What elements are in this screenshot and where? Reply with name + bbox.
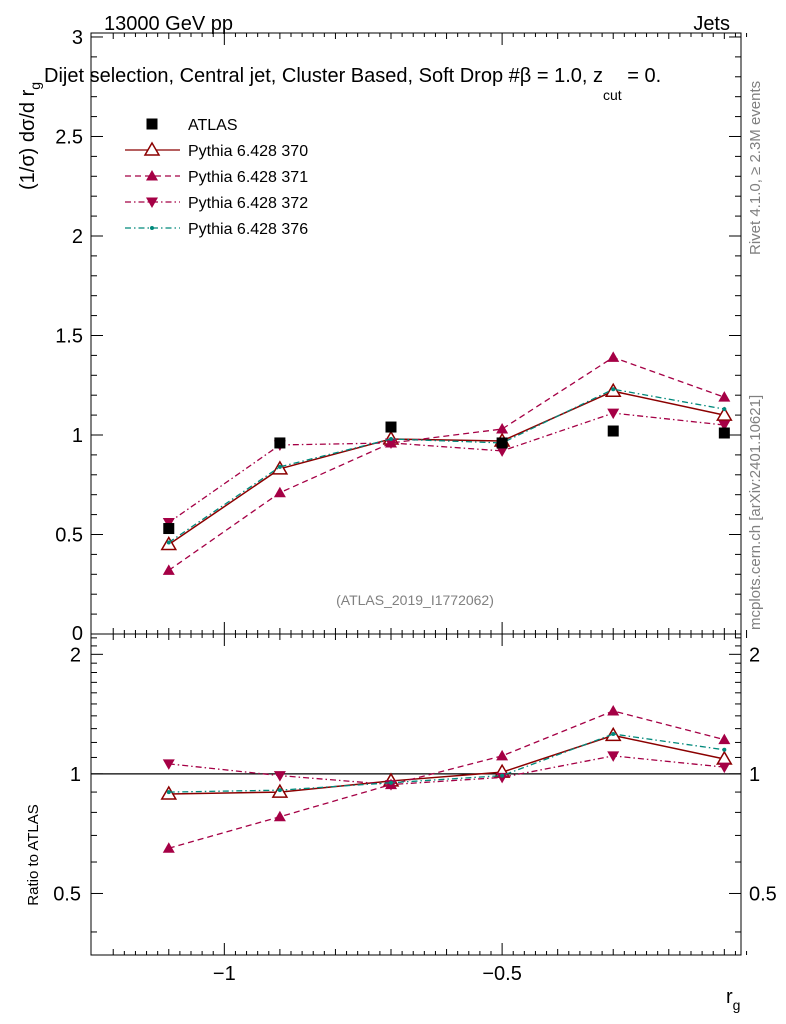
data-point-s376	[277, 788, 282, 793]
data-point-s371	[718, 391, 731, 402]
legend: ATLAS Pythia 6.428 370 Pythia 6.428 371 Pyt…	[125, 117, 308, 238]
analysis-tag: (ATLAS_2019_I1772062)	[336, 592, 494, 608]
y-tick-label: 0.5	[53, 883, 81, 905]
plot-frame	[90, 633, 742, 956]
data-point-s376	[277, 464, 282, 469]
main-ylabel: (1/σ) dσ/d rg	[17, 82, 43, 190]
legend-marker-s372	[146, 197, 158, 208]
series-line-s370	[168, 734, 725, 795]
data-point-s370	[716, 406, 733, 421]
y-tick-label-right: 0.5	[749, 883, 777, 905]
data-point-atlas	[496, 437, 508, 449]
data-point-s372	[718, 762, 731, 774]
xlabel-main: r	[726, 986, 733, 1008]
ratio-ylabel: Ratio to ATLAS	[25, 804, 42, 905]
legend-marker-s376	[150, 226, 154, 230]
data-point-s371	[162, 564, 175, 575]
y-tick-label: 2	[70, 644, 81, 666]
subtitle-sub: cut	[603, 87, 622, 103]
ratio-panel: 0.5 0.5 1 1 2 2 −1 −0.5	[53, 633, 777, 985]
data-point-s372	[718, 420, 731, 432]
data-point-s371	[607, 351, 620, 362]
data-point-s372	[607, 408, 620, 420]
subtitle-tail: = 0.	[622, 65, 661, 87]
data-point-s371	[496, 423, 509, 434]
data-point-s376	[166, 540, 171, 545]
main-panel: 0.5 1 1.5 2 2.5 3 0	[55, 27, 748, 645]
y-tick-label: 0.5	[55, 524, 83, 546]
data-point-atlas	[274, 437, 286, 449]
data-point-s376	[166, 790, 171, 795]
data-point-s376	[389, 780, 393, 785]
side-mcplots-label: mcplots.cern.ch [arXiv:2401.10621]	[747, 395, 764, 630]
subtitle-main: Dijet selection, Central jet, Cluster Ba…	[44, 65, 603, 87]
header-left: 13000 GeV pp	[104, 13, 233, 35]
series-line-s370	[168, 390, 725, 546]
x-tick-label: −1	[213, 963, 236, 985]
legend-label-s372: Pythia 6.428 372	[188, 195, 308, 212]
y-tick-label: 2	[72, 226, 83, 248]
xlabel: rg	[726, 986, 740, 1013]
legend-label-s376: Pythia 6.428 376	[188, 221, 308, 238]
y-tick-label: 1.5	[55, 325, 83, 347]
legend-label-atlas: ATLAS	[188, 117, 238, 134]
main-ylabel-main: (1/σ) dσ/d r	[17, 89, 39, 190]
data-point-atlas	[718, 427, 730, 439]
legend-marker-s371	[146, 170, 158, 181]
data-point-s371	[718, 733, 731, 745]
series-line-s376	[168, 733, 725, 793]
series-line-s371	[168, 710, 725, 849]
data-point-s376	[500, 773, 505, 778]
series-line-s376	[168, 388, 725, 543]
data-point-s372	[496, 446, 509, 457]
data-point-s376	[389, 436, 393, 441]
legend-label-s371: Pythia 6.428 371	[188, 169, 308, 186]
data-point-s371	[273, 486, 286, 498]
subtitle: Dijet selection, Central jet, Cluster Ba…	[44, 65, 661, 103]
legend-marker-atlas	[146, 118, 158, 130]
legend-label-s370: Pythia 6.428 370	[188, 143, 308, 160]
data-point-s372	[385, 438, 397, 449]
data-point-s376	[722, 747, 727, 752]
y-tick-label-right: 2	[749, 644, 760, 666]
y-tick-label: 1	[70, 764, 81, 786]
y-tick-label: 0	[72, 623, 83, 645]
data-point-atlas	[607, 425, 619, 437]
y-tick-label: 3	[72, 27, 83, 49]
series-line-s372	[168, 412, 725, 524]
header-right: Jets	[693, 13, 730, 35]
data-point-s371	[496, 749, 509, 761]
series-line-s372	[168, 755, 725, 786]
xlabel-sub: g	[733, 997, 741, 1013]
y-tick-label-right: 1	[749, 764, 760, 786]
legend-marker-s370	[143, 141, 161, 156]
main-ylabel-sub: g	[27, 82, 43, 90]
data-point-atlas	[385, 421, 397, 433]
y-tick-label: 1	[72, 425, 83, 447]
data-point-s371	[607, 704, 620, 716]
data-point-s376	[611, 387, 616, 392]
y-tick-label: 2.5	[55, 126, 83, 148]
side-rivet-label: Rivet 4.1.0, ≥ 2.3M events	[747, 81, 764, 255]
data-point-s372	[273, 771, 286, 782]
data-point-s371	[162, 842, 175, 853]
data-point-s376	[611, 732, 616, 737]
series-line-s371	[168, 356, 725, 571]
data-point-s376	[722, 407, 727, 412]
data-point-s372	[607, 751, 620, 762]
data-point-s372	[496, 772, 509, 784]
data-point-s371	[273, 810, 286, 822]
data-point-atlas	[163, 523, 175, 535]
data-point-s372	[162, 759, 175, 770]
x-tick-label: −0.5	[482, 963, 521, 985]
